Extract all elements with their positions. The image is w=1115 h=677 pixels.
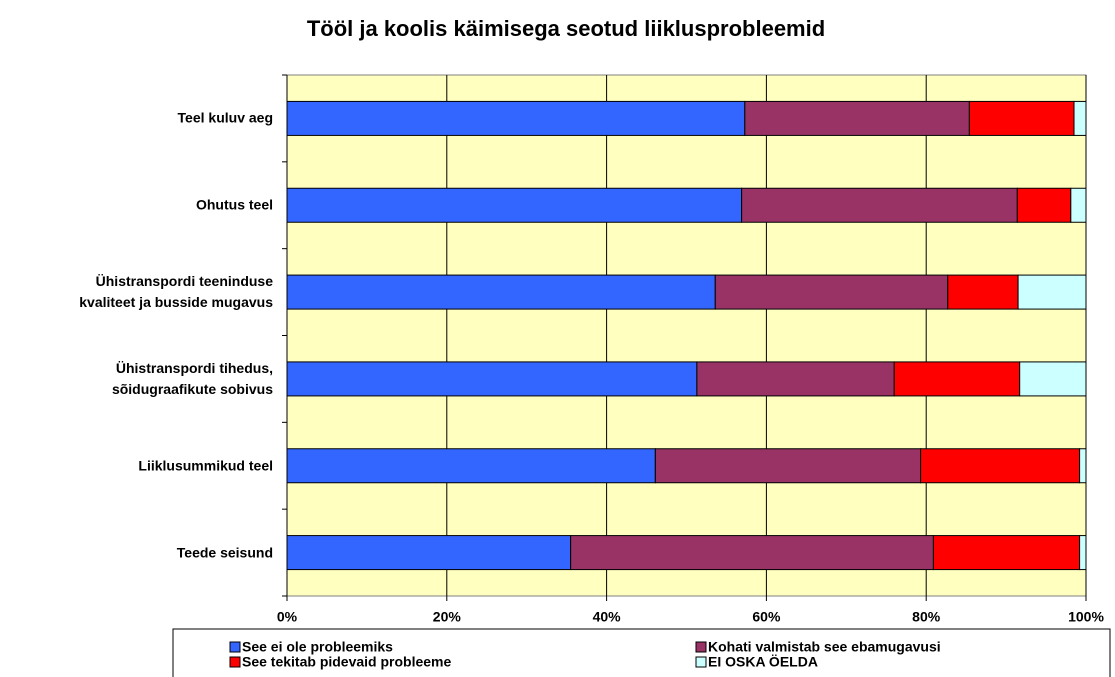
x-tick-label: 100% bbox=[1068, 609, 1104, 625]
legend-swatch bbox=[695, 656, 707, 668]
legend-label: See ei ole probleemiks bbox=[242, 639, 393, 655]
x-tick-label: 40% bbox=[593, 609, 622, 625]
legend-swatch bbox=[229, 641, 241, 653]
bar-segment bbox=[744, 100, 970, 136]
legend-label: Kohati valmistab see ebamugavusi bbox=[708, 639, 941, 655]
bar-segment bbox=[286, 448, 656, 484]
legend-swatch bbox=[695, 641, 707, 653]
bar-segment bbox=[947, 274, 1019, 310]
x-tick-label: 0% bbox=[277, 609, 298, 625]
bar-segment bbox=[932, 535, 1081, 571]
y-tick-label: Teede seisund bbox=[176, 544, 273, 561]
y-tick-label: Teel kuluv aeg bbox=[177, 109, 273, 126]
bar-segment bbox=[893, 361, 1021, 397]
bar-segment bbox=[968, 100, 1075, 136]
bar-segment bbox=[286, 535, 572, 571]
x-tick-label: 20% bbox=[433, 609, 462, 625]
legend-label: EI OSKA ÖELDA bbox=[708, 654, 818, 670]
bar-segment bbox=[1079, 448, 1087, 484]
y-tick-label: Ühistranspordi tihedus, sõidugraafikute … bbox=[111, 359, 273, 397]
legend-box bbox=[172, 628, 1111, 677]
y-tick-label: Liiklusummikud teel bbox=[138, 457, 273, 474]
bar-segment bbox=[1079, 535, 1087, 571]
bar-segment bbox=[1017, 274, 1087, 310]
bar-segment bbox=[1016, 187, 1072, 223]
bar-segment bbox=[1019, 361, 1087, 397]
chart-title: Tööl ja koolis käimisega seotud liiklusp… bbox=[307, 16, 825, 41]
bar-segment bbox=[286, 100, 746, 136]
bar-segment bbox=[286, 274, 716, 310]
bar-segment bbox=[286, 187, 743, 223]
bar-segment bbox=[741, 187, 1018, 223]
x-tick-label: 80% bbox=[912, 609, 941, 625]
legend-label: See tekitab pidevaid probleeme bbox=[242, 654, 452, 670]
x-tick-label: 60% bbox=[752, 609, 781, 625]
bar-segment bbox=[714, 274, 949, 310]
y-tick-label: Ohutus teel bbox=[195, 196, 273, 213]
y-tick-label: Ühistranspordi teeninduse kvaliteet ja b… bbox=[79, 273, 273, 311]
bar-segment bbox=[1073, 100, 1087, 136]
legend-swatch bbox=[229, 656, 241, 668]
bar-segment bbox=[696, 361, 895, 397]
plot-area bbox=[286, 74, 1087, 597]
bar-segment bbox=[920, 448, 1081, 484]
bar-segment bbox=[570, 535, 934, 571]
bar-segment bbox=[286, 361, 698, 397]
bar-segment bbox=[654, 448, 922, 484]
bar-segment bbox=[1070, 187, 1087, 223]
